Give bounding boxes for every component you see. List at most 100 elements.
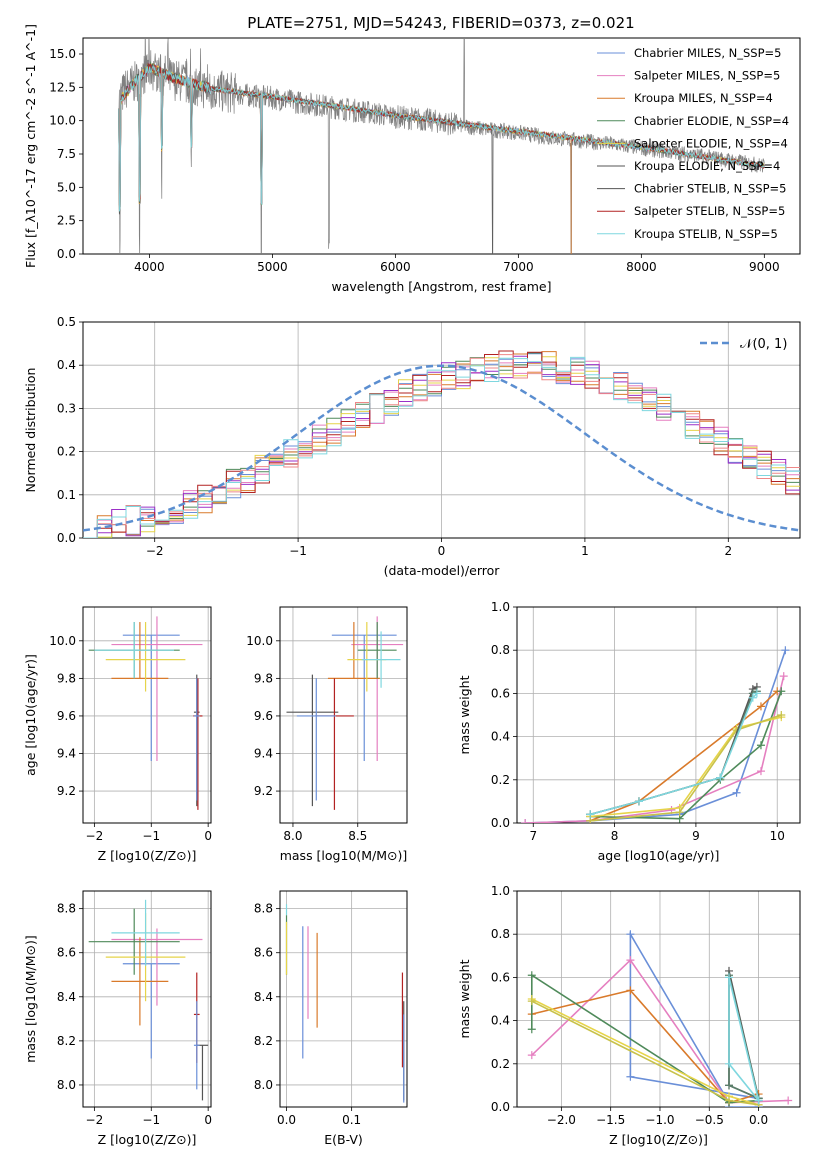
x-tick-label: 0 <box>204 829 212 843</box>
y-tick-label: 8.6 <box>57 946 76 960</box>
series-line-9 <box>728 977 760 1102</box>
point-marker <box>626 986 635 995</box>
point-marker <box>527 1051 536 1060</box>
figure-title: PLATE=2751, MJD=54243, FIBERID=0373, z=0… <box>247 14 634 32</box>
y-tick-label: 0.0 <box>491 816 510 830</box>
x-tick-label: −1.5 <box>596 1113 625 1127</box>
model-line-9 <box>118 64 765 212</box>
data-point <box>105 622 186 692</box>
y-tick-label: 8.4 <box>254 990 273 1004</box>
point-marker <box>752 689 761 698</box>
residuals-axes: −2 −1 0 1 2 0.0 0.1 0.2 0.3 0.4 0.5 (data-model)/er… <box>23 315 801 578</box>
residuals-plot <box>83 350 800 538</box>
point-marker <box>754 1096 763 1105</box>
mass_vs_Z-panel: −2 −1 0 8.0 8.2 8.4 8.6 8.8 Z [log10(Z/Z⊙)] mass … <box>23 890 212 1147</box>
mass_weight_vs_Z-axes: −2.0 −1.5 −1.0 −0.5 0.0 0.0 0.2 0.4 0.6 0.8 1.0 Z [… <box>457 884 801 1147</box>
data-point <box>193 678 203 810</box>
y-tick-label: 0.2 <box>57 445 76 459</box>
mass_vs_Z-plot <box>88 899 209 1101</box>
legend-entry: Salpeter MILES, N_SSP=5 <box>634 69 780 83</box>
x-tick-label: 0 <box>204 1113 212 1127</box>
x-tick-label: 9000 <box>749 260 780 274</box>
x-axis-label: mass [log10(M/M⊙)] <box>280 848 408 863</box>
legend-entry: Chabrier ELODIE, N_SSP=4 <box>634 114 789 128</box>
data-point <box>111 937 169 1026</box>
data-point <box>111 616 203 762</box>
x-axis-label: age [log10(age/yr)] <box>598 848 720 863</box>
point-marker <box>777 711 786 719</box>
y-tick-label: 8.2 <box>254 1034 273 1048</box>
mass_vs_EBV-frame <box>279 890 408 1108</box>
x-axis-label: Z [log10(Z/Z⊙)] <box>98 1132 197 1147</box>
mass_vs_EBV-axes: 0.0 0.1 8.0 8.2 8.4 8.6 8.8 E(B-V) <box>254 890 408 1147</box>
x-tick-label: 9 <box>692 829 700 843</box>
y-tick-label: 9.8 <box>57 671 76 685</box>
y-tick-label: 9.6 <box>57 709 76 723</box>
residuals-legend: 𝒩(0, 1) <box>700 337 787 352</box>
legend-entry: Kroupa MILES, N_SSP=4 <box>634 91 773 105</box>
series-line-5 <box>531 998 759 1106</box>
y-axis-label: Flux [f_λ10^-17 erg cm^-2 s^-1 A^-1] <box>23 24 38 268</box>
x-tick-label: −0.5 <box>695 1113 724 1127</box>
point-marker <box>777 687 786 696</box>
point-marker <box>527 1025 536 1034</box>
data-point <box>331 634 397 762</box>
mass_weight_vs_Z-plot <box>527 930 793 1107</box>
y-tick-label: 0.4 <box>491 730 510 744</box>
y-tick-label: 8.0 <box>254 1078 273 1092</box>
x-tick-label: −1 <box>142 829 160 843</box>
data-point <box>111 899 180 966</box>
y-tick-label: 15.0 <box>49 47 76 61</box>
data-point <box>296 678 336 801</box>
y-axis-label: mass weight <box>457 959 472 1038</box>
age_vs_Z-axes: −2 −1 0 9.2 9.4 9.6 9.8 10.0 Z [log10(Z/Z⊙)] age … <box>23 606 212 863</box>
legend-entry: Kroupa ELODIE, N_SSP=4 <box>634 159 780 173</box>
data-point <box>347 622 387 692</box>
point-marker <box>626 930 635 939</box>
series-line-2 <box>525 675 785 823</box>
y-tick-label: 9.4 <box>254 747 273 761</box>
x-tick-label: 8.5 <box>348 829 367 843</box>
series-line-8 <box>589 690 758 816</box>
y-tick-label: 0.2 <box>491 773 510 787</box>
data-point <box>111 928 203 1006</box>
point-marker <box>756 767 765 776</box>
y-tick-label: 8.8 <box>254 902 273 916</box>
y-tick-label: 1.0 <box>491 884 510 898</box>
x-tick-label: 0.0 <box>277 1113 296 1127</box>
y-tick-label: 9.4 <box>57 747 76 761</box>
x-tick-label: 10 <box>770 829 785 843</box>
mass_vs_Z-frame <box>82 890 212 1108</box>
y-tick-label: 0.8 <box>491 927 510 941</box>
point-marker <box>675 808 684 817</box>
y-tick-label: 0.0 <box>491 1100 510 1114</box>
y-tick-label: 0.4 <box>57 358 76 372</box>
y-tick-label: 8.8 <box>57 902 76 916</box>
x-tick-label: 2 <box>724 544 732 558</box>
x-tick-label: 5000 <box>257 260 288 274</box>
x-tick-label: 8 <box>611 829 619 843</box>
x-axis-label: Z [log10(Z/Z⊙)] <box>98 848 197 863</box>
x-tick-label: −1 <box>142 1113 160 1127</box>
series-line-6 <box>590 714 782 822</box>
age_vs_mass-plot <box>286 616 404 810</box>
x-tick-label: −2.0 <box>547 1113 576 1127</box>
spectrum-legend: Chabrier MILES, N_SSP=5 Salpeter MILES, N… <box>597 46 789 241</box>
series-line-5 <box>590 716 782 818</box>
age_vs_mass-frame <box>279 606 408 824</box>
data-point <box>314 678 354 810</box>
series-line-9 <box>589 692 758 816</box>
point-marker <box>725 1096 734 1105</box>
y-tick-label: 0.0 <box>57 531 76 545</box>
y-tick-label: 0.6 <box>491 686 510 700</box>
spectrum-axes: 4000 5000 6000 7000 8000 9000 0.0 2.5 5.0 7.5 10.0… <box>23 24 801 294</box>
data-point <box>357 622 397 679</box>
y-axis-label: age [log10(age/yr)] <box>23 654 38 776</box>
mass_vs_Z-axes: −2 −1 0 8.0 8.2 8.4 8.6 8.8 Z [log10(Z/Z⊙)] mass … <box>23 890 212 1147</box>
y-tick-label: 9.6 <box>254 709 273 723</box>
y-tick-label: 8.6 <box>254 946 273 960</box>
y-tick-label: 8.4 <box>57 990 76 1004</box>
y-tick-label: 0.5 <box>57 315 76 329</box>
y-tick-label: 7.5 <box>57 147 76 161</box>
